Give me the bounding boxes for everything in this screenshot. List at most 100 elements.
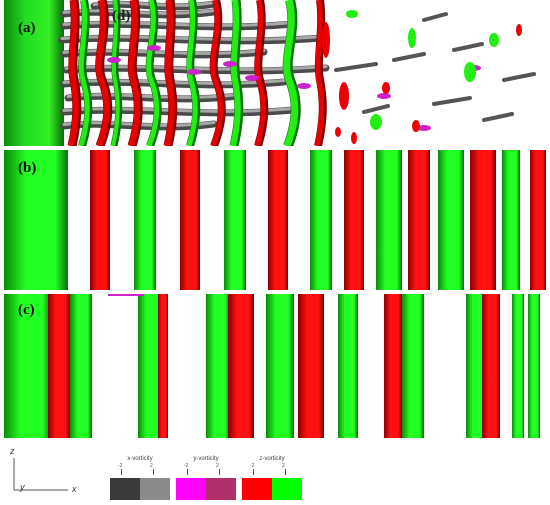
red-vortex-blob bbox=[322, 22, 330, 58]
green-vortex-column bbox=[338, 294, 358, 438]
green-vortex-column bbox=[224, 150, 246, 290]
green-vortex-column bbox=[4, 150, 68, 290]
green-vortex-column bbox=[266, 294, 294, 438]
red-vortex-blob bbox=[339, 82, 349, 110]
panel-a-vortex-structures: (a) (d) bbox=[4, 0, 546, 146]
green-vortex-column bbox=[376, 150, 402, 290]
green-vortex-column bbox=[402, 294, 424, 438]
z-axis-label: z bbox=[10, 446, 15, 456]
x-axis-label: x bbox=[72, 484, 77, 494]
magenta-y-vortex-blob bbox=[187, 69, 201, 75]
legend-tick-low: -2 bbox=[118, 463, 123, 469]
gray-vortex-streak bbox=[432, 96, 472, 106]
legend-title: y-vorticity bbox=[193, 456, 219, 462]
green-vortex-blob bbox=[370, 114, 382, 130]
tube-highlight bbox=[314, 0, 325, 146]
red-vortex-column bbox=[482, 294, 500, 438]
gray-vortex-streak bbox=[334, 62, 378, 72]
green-vortex-column bbox=[466, 294, 486, 438]
red-vortex-column bbox=[90, 150, 110, 290]
y-axis-label: y bbox=[20, 482, 25, 492]
magenta-y-vortex-blob bbox=[147, 45, 161, 51]
red-vortex-column bbox=[530, 150, 546, 290]
green-vortex-blob bbox=[489, 33, 499, 47]
green-vortex-column bbox=[310, 150, 332, 290]
red-vortex-column bbox=[470, 150, 496, 290]
magenta-y-vortex-blob bbox=[107, 57, 121, 63]
green-vortex-blob bbox=[408, 28, 416, 48]
green-vortex-column bbox=[206, 294, 230, 438]
gray-vortex-streak bbox=[502, 72, 536, 82]
red-vortex-column bbox=[180, 150, 200, 290]
red-vortex-column bbox=[268, 150, 288, 290]
magenta-y-vortex-blob bbox=[297, 83, 311, 89]
tube-highlight bbox=[95, 0, 110, 146]
tube-highlight bbox=[111, 0, 120, 146]
red-vortex-blob bbox=[335, 127, 341, 137]
red-vortex-column bbox=[384, 294, 402, 438]
magenta-y-vortex-blob bbox=[223, 61, 237, 67]
legend-swatch-positive bbox=[140, 478, 170, 500]
legend-tick-low: -2 bbox=[250, 463, 255, 469]
red-vortex-blob bbox=[516, 24, 522, 36]
tube-highlight bbox=[254, 0, 266, 146]
gray-tube-highlight bbox=[60, 35, 324, 41]
green-vortex-column bbox=[70, 294, 92, 438]
red-vortex-blob bbox=[412, 120, 420, 132]
gray-vortex-streak bbox=[482, 112, 514, 122]
tube-highlight bbox=[283, 0, 299, 146]
legend-swatch-negative bbox=[242, 478, 272, 500]
legend-tick-high: 2 bbox=[282, 463, 285, 469]
legend-title: z-vorticity bbox=[259, 456, 285, 462]
gray-vortex-streak bbox=[392, 52, 426, 62]
magenta-y-vortex-blob bbox=[377, 93, 391, 99]
panel-b-label: (b) bbox=[18, 160, 37, 176]
panel-b-visualization bbox=[4, 150, 546, 290]
tube-highlight bbox=[68, 0, 79, 146]
legend-tick-low: -2 bbox=[184, 463, 189, 469]
legend-tick-high: 2 bbox=[150, 463, 153, 469]
panel-c-label: (c) bbox=[18, 302, 35, 318]
green-vortex-column bbox=[438, 150, 464, 290]
green-vortex-column bbox=[512, 294, 524, 438]
tube-highlight bbox=[78, 0, 90, 146]
legend-swatch-positive bbox=[272, 478, 302, 500]
green-vortex-column bbox=[528, 294, 540, 438]
gray-vortex-streak bbox=[422, 12, 448, 22]
green-vortex-blob bbox=[346, 10, 358, 18]
magenta-y-vortex-blob bbox=[417, 125, 431, 131]
red-vortex-column bbox=[228, 294, 254, 438]
red-vortex-column bbox=[48, 294, 70, 438]
magenta-y-vortex-blob bbox=[245, 75, 259, 81]
green-vortex-column bbox=[4, 294, 52, 438]
tube-highlight bbox=[210, 0, 224, 146]
red-vortex-column bbox=[298, 294, 324, 438]
panel-a-visualization bbox=[4, 0, 536, 146]
coordinate-axes: z y x bbox=[8, 446, 88, 500]
legend-swatch-negative bbox=[110, 478, 140, 500]
green-vortex-blob bbox=[464, 62, 476, 82]
panel-b-vortex-columns: (b) bbox=[4, 150, 546, 290]
red-vortex-column bbox=[344, 150, 364, 290]
red-vortex-blob bbox=[382, 82, 390, 94]
gray-vortex-streak bbox=[362, 104, 390, 114]
tube-highlight bbox=[128, 0, 141, 146]
red-vortex-blob bbox=[351, 132, 357, 144]
tube-highlight bbox=[230, 0, 241, 146]
legend-tick-high: 2 bbox=[216, 463, 219, 469]
red-vortex-column bbox=[158, 294, 168, 438]
tube-highlight bbox=[186, 0, 198, 146]
legend-title: x-vorticity bbox=[127, 456, 153, 462]
panel-c-vortex-columns: (c) bbox=[4, 294, 546, 438]
red-vortex-column bbox=[408, 150, 430, 290]
green-vortex-column bbox=[502, 150, 520, 290]
magenta-streak bbox=[108, 294, 144, 296]
panel-c-visualization bbox=[4, 294, 540, 438]
legend-swatch-negative bbox=[176, 478, 206, 500]
tube-highlight bbox=[146, 0, 160, 146]
tube-highlight bbox=[164, 0, 175, 146]
panel-a-label: (a) bbox=[18, 20, 36, 36]
legend-swatch-positive bbox=[206, 478, 236, 500]
panel-d-sublabel: (d) bbox=[112, 8, 131, 24]
large-green-vortex-column bbox=[4, 0, 64, 146]
